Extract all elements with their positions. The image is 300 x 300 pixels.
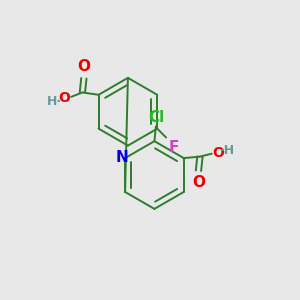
Text: H·: H· xyxy=(47,95,62,108)
Text: Cl: Cl xyxy=(148,110,164,125)
Text: O: O xyxy=(193,175,206,190)
Text: O: O xyxy=(77,59,90,74)
Text: N: N xyxy=(116,150,128,165)
Text: O: O xyxy=(213,146,224,160)
Text: F: F xyxy=(168,140,179,155)
Text: O: O xyxy=(58,91,70,105)
Text: ·H: ·H xyxy=(219,144,235,157)
